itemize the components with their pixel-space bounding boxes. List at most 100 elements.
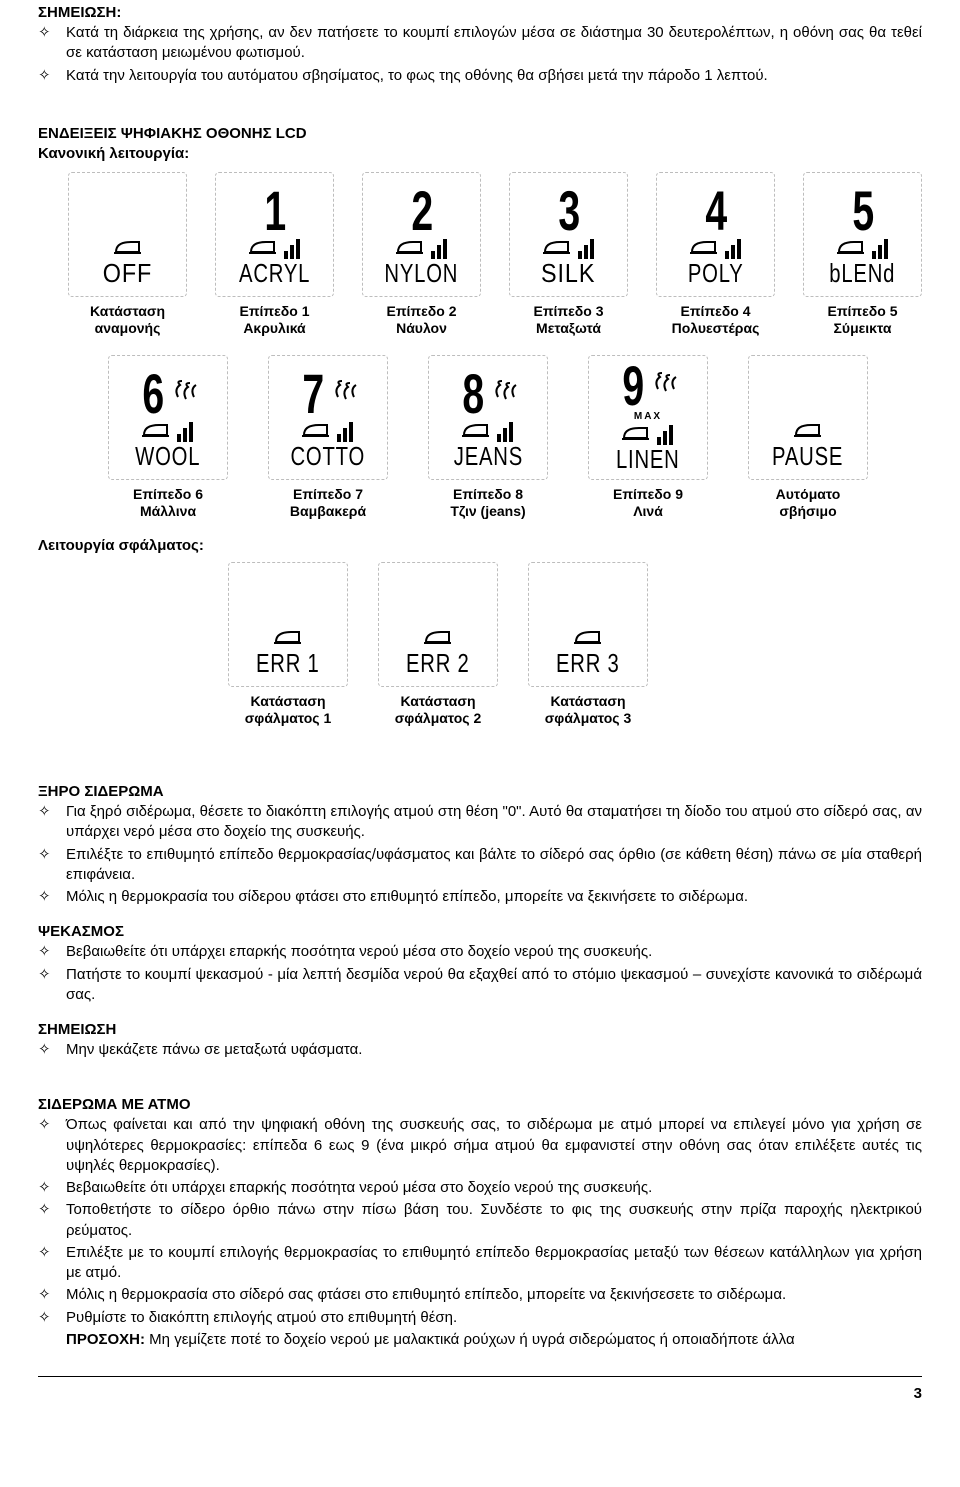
list-item: ✧Βεβαιωθείτε ότι υπάρχει επαρκής ποσότητ… xyxy=(38,942,922,962)
bullet-icon: ✧ xyxy=(38,1285,66,1305)
lcd-label: Κατάστασηαναμονής xyxy=(68,303,187,337)
lcd-word: SILK xyxy=(541,258,595,292)
lcd-word: ERR 3 xyxy=(556,648,620,682)
steam-icon xyxy=(654,371,678,393)
list-item: ✧ Κατά τη διάρκεια της χρήσης, αν δεν πα… xyxy=(38,23,922,64)
lcd-number: 3 xyxy=(558,178,578,236)
list-item: ✧Ρυθμίστε το διακόπτη επιλογής ατμού στο… xyxy=(38,1308,922,1328)
lcd-label-row-2: Επίπεδο 6Μάλλινα Επίπεδο 7Βαμβακερά Επίπ… xyxy=(108,486,922,520)
lcd-label: Επίπεδο 7Βαμβακερά xyxy=(268,486,388,520)
lcd-number: 5 xyxy=(852,178,872,236)
spray-list: ✧Βεβαιωθείτε ότι υπάρχει επαρκής ποσότητ… xyxy=(38,942,922,1005)
bullet-icon: ✧ xyxy=(38,1200,66,1220)
iron-icon xyxy=(621,424,651,442)
lcd-label: Επίπεδο 5Σύμεικτα xyxy=(803,303,922,337)
level-bars-icon xyxy=(495,416,515,444)
note2-list: ✧Μην ψεκάζετε πάνω σε μεταξωτά υφάσματα. xyxy=(38,1040,922,1060)
lcd-number: 6 xyxy=(143,361,163,419)
lcd-label: Επίπεδο 1Ακρυλικά xyxy=(215,303,334,337)
bullet-icon: ✧ xyxy=(38,1308,66,1328)
lcd-cell-jeans: 8 JEANS xyxy=(428,355,548,480)
item-text: Όπως φαίνεται και από την ψηφιακή οθόνη … xyxy=(66,1115,922,1176)
lcd-word: JEANS xyxy=(453,441,522,475)
bullet-icon: ✧ xyxy=(38,887,66,907)
list-item: ✧Πατήστε το κουμπί ψεκασμού - μία λεπτή … xyxy=(38,965,922,1006)
item-text: Τοποθετήστε το σίδερο όρθιο πάνω στην πί… xyxy=(66,1200,922,1241)
lcd-number: 2 xyxy=(411,178,431,236)
lcd-label: Αυτόματοσβήσιμο xyxy=(748,486,868,520)
lcd-word: OFF xyxy=(103,258,153,292)
lcd-word: ERR 2 xyxy=(406,648,470,682)
lcd-row-3: ERR 1 ERR 2 ERR 3 xyxy=(228,562,922,687)
list-item: ✧ Κατά την λειτουργία του αυτόματου σβησ… xyxy=(38,66,922,86)
lcd-cell-err1: ERR 1 xyxy=(228,562,348,687)
item-text: Για ξηρό σιδέρωμα, θέσετε το διακόπτη επ… xyxy=(66,802,922,843)
item-text: Πατήστε το κουμπί ψεκασμού - μία λεπτή δ… xyxy=(66,965,922,1006)
list-item: ✧Τοποθετήστε το σίδερο όρθιο πάνω στην π… xyxy=(38,1200,922,1241)
list-item: ✧Μόλις η θερμοκρασία στο σίδερό σας φτάσ… xyxy=(38,1285,922,1305)
item-text: Επιλέξτε με το κουμπί επιλογής θερμοκρασ… xyxy=(66,1243,922,1284)
lcd-row-1: OFF 1 ACRYL 2 NYLON 3 SILK 4 POLY 5 bLEN… xyxy=(68,172,922,297)
steam-title: ΣΙΔΕΡΩΜΑ ΜΕ ΑΤΜΟ xyxy=(38,1096,922,1113)
bullet-icon: ✧ xyxy=(38,23,66,43)
bullet-icon: ✧ xyxy=(38,942,66,962)
list-item: ✧Μόλις η θερμοκρασία του σίδερου φτάσει … xyxy=(38,887,922,907)
lcd-row-2: 6 WOOL 7 COTTO 8 JEANS 9 MAX LINEN PAUSE xyxy=(108,355,922,480)
bullet-icon: ✧ xyxy=(38,1040,66,1060)
lcd-cell-acryl: 1 ACRYL xyxy=(215,172,334,297)
dry-title: ΞΗΡΟ ΣΙΔΕΡΩΜΑ xyxy=(38,783,922,800)
level-bars-icon xyxy=(175,416,195,444)
lcd-label: Κατάστασησφάλματος 3 xyxy=(528,693,648,727)
lcd-cell-err3: ERR 3 xyxy=(528,562,648,687)
page-divider xyxy=(38,1376,922,1377)
note1-list: ✧ Κατά τη διάρκεια της χρήσης, αν δεν πα… xyxy=(38,23,922,86)
bullet-icon: ✧ xyxy=(38,1115,66,1135)
lcd-label: Κατάστασησφάλματος 2 xyxy=(378,693,498,727)
warning-label: ΠΡΟΣΟΧΗ: xyxy=(66,1331,145,1348)
lcd-cell-nylon: 2 NYLON xyxy=(362,172,481,297)
lcd-cell-blend: 5 bLENd xyxy=(803,172,922,297)
steam-icon xyxy=(334,379,358,401)
item-text: Ρυθμίστε το διακόπτη επιλογής ατμού στο … xyxy=(66,1308,922,1328)
item-text: Κατά την λειτουργία του αυτόματου σβησίμ… xyxy=(66,66,922,86)
list-item: ✧Επιλέξτε το επιθυμητό επίπεδο θερμοκρασ… xyxy=(38,845,922,886)
page-number: 3 xyxy=(38,1385,922,1402)
lcd-word: NYLON xyxy=(385,258,459,292)
lcd-label-row-1: Κατάστασηαναμονής Επίπεδο 1Ακρυλικά Επίπ… xyxy=(68,303,922,337)
dry-list: ✧ Για ξηρό σιδέρωμα, θέσετε το διακόπτη ε… xyxy=(38,802,922,907)
iron-icon xyxy=(573,628,603,646)
lcd-word: PAUSE xyxy=(772,441,843,475)
bullet-icon: ✧ xyxy=(38,1178,66,1198)
item-text: Επιλέξτε το επιθυμητό επίπεδο θερμοκρασί… xyxy=(66,845,922,886)
lcd-number: 9 xyxy=(623,353,643,411)
bullet-icon: ✧ xyxy=(38,66,66,86)
lcd-cell-pause: PAUSE xyxy=(748,355,868,480)
lcd-label: Επίπεδο 3Μεταξωτά xyxy=(509,303,628,337)
lcd-cell-wool: 6 WOOL xyxy=(108,355,228,480)
steam-icon xyxy=(174,379,198,401)
lcd-word: COTTO xyxy=(291,441,366,475)
bullet-icon: ✧ xyxy=(38,965,66,985)
item-text: Κατά τη διάρκεια της χρήσης, αν δεν πατή… xyxy=(66,23,922,64)
lcd-word: LINEN xyxy=(616,444,680,475)
level-bars-icon xyxy=(335,416,355,444)
list-item: ✧Μην ψεκάζετε πάνω σε μεταξωτά υφάσματα. xyxy=(38,1040,922,1060)
iron-icon xyxy=(793,421,823,439)
lcd-word: ERR 1 xyxy=(256,648,320,682)
item-text: Μην ψεκάζετε πάνω σε μεταξωτά υφάσματα. xyxy=(66,1040,922,1060)
lcd-word: POLY xyxy=(688,258,744,292)
lcd-label: Επίπεδο 9Λινά xyxy=(588,486,708,520)
lcd-label: Επίπεδο 2Νάυλον xyxy=(362,303,481,337)
lcd-cell-poly: 4 POLY xyxy=(656,172,775,297)
item-text: Βεβαιωθείτε ότι υπάρχει επαρκής ποσότητα… xyxy=(66,1178,922,1198)
lcd-word: ACRYL xyxy=(239,258,310,292)
lcd-label: Επίπεδο 8Τζιν (jeans) xyxy=(428,486,548,520)
lcd-word: bLENd xyxy=(830,258,896,292)
lcd-number: 7 xyxy=(303,361,323,419)
iron-icon xyxy=(273,628,303,646)
lcd-number: 8 xyxy=(463,361,483,419)
lcd-cell-err2: ERR 2 xyxy=(378,562,498,687)
lcd-error-title: Λειτουργία σφάλματος: xyxy=(38,537,922,554)
list-item: ✧Βεβαιωθείτε ότι υπάρχει επαρκής ποσότητ… xyxy=(38,1178,922,1198)
lcd-heading: ΕΝΔΕΙΞΕΙΣ ΨΗΦΙΑΚΗΣ ΟΘΟΝΗΣ LCD Κανονική λ… xyxy=(38,124,922,165)
